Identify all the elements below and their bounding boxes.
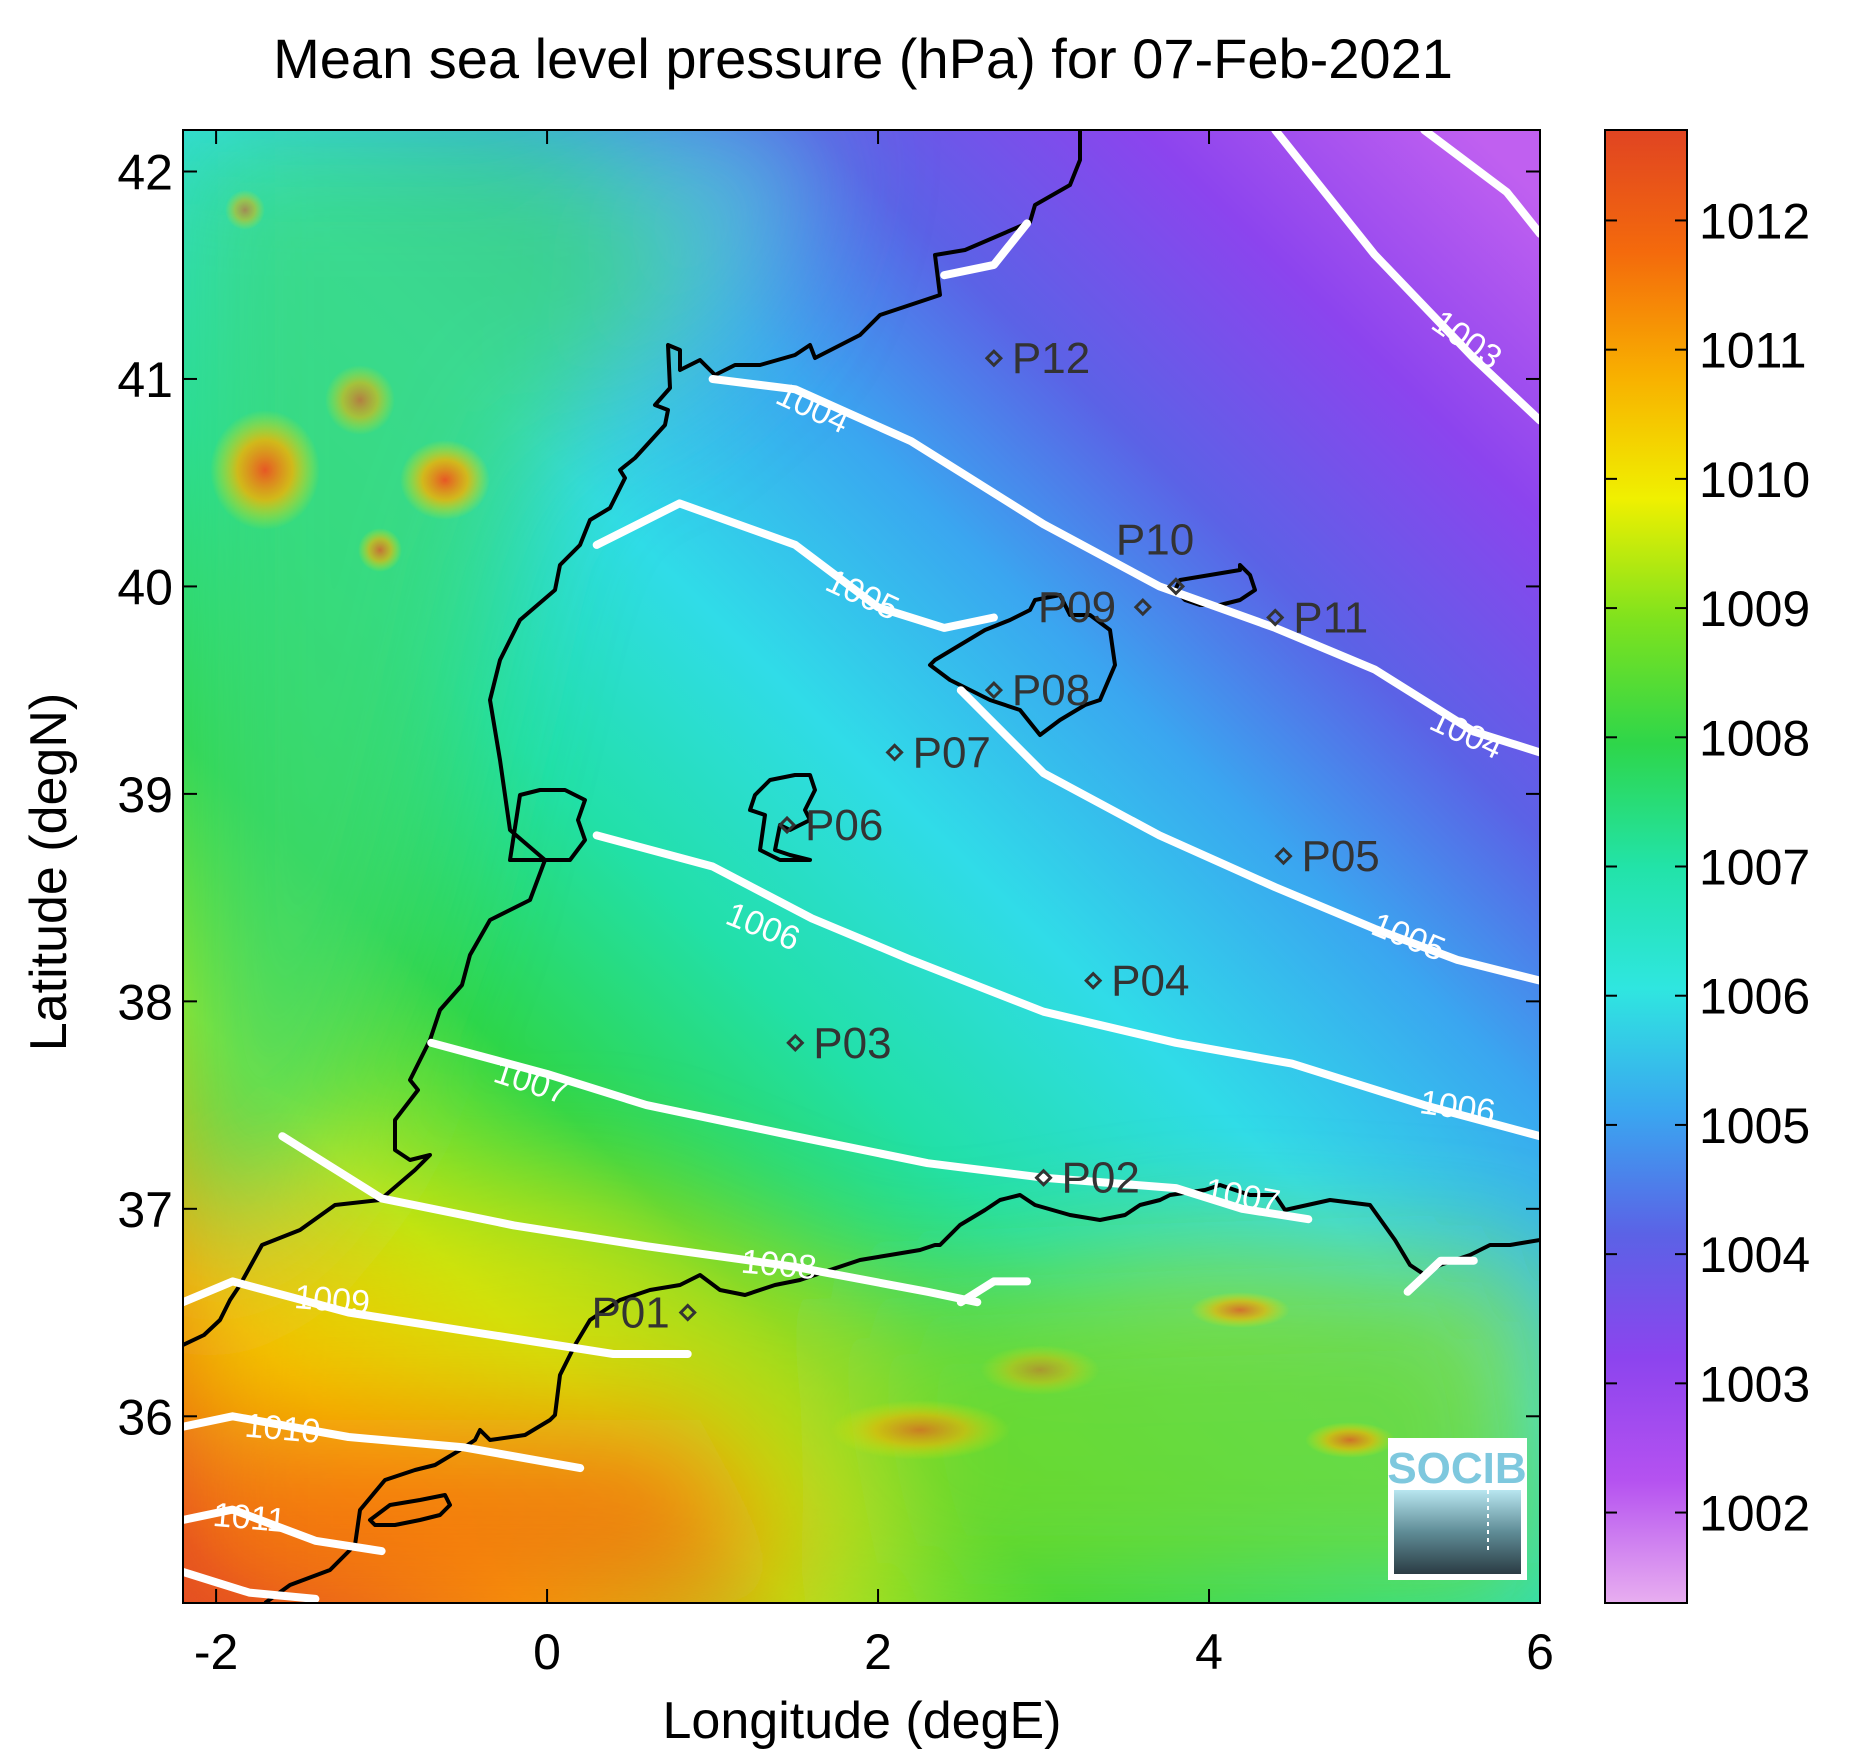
station-label: P02 (1062, 1154, 1140, 1203)
y-tick-label: 37 (117, 1182, 173, 1238)
colorbar-tick-label: 1012 (1699, 193, 1810, 249)
isobar-label: 1010 (243, 1407, 322, 1451)
plot-area: 1003100410041005100510061006100710071008… (183, 130, 1540, 1603)
chart-title: Mean sea level pressure (hPa) for 07-Feb… (273, 27, 1453, 90)
isobar-1011-line (183, 1505, 386, 1556)
y-tick-label: 42 (117, 144, 173, 200)
station-label: P08 (1012, 666, 1090, 715)
station-label: P10 (1116, 515, 1194, 564)
isobar-1008-line (1403, 1256, 1478, 1296)
colorbar-tick-label: 1004 (1699, 1227, 1810, 1283)
colorbar-ticks: 1002 1003 1004 1005 1006 1007 1008 1009 1010 1011… (1605, 193, 1810, 1542)
station-marker (1084, 971, 1103, 990)
isobar-1003-line (1271, 130, 1540, 425)
station-marker (1034, 1168, 1053, 1187)
ibiza-coastline (748, 773, 817, 862)
colorbar-tick-label: 1009 (1699, 581, 1810, 637)
x-tick-label: 0 (533, 1624, 561, 1680)
isobar-1012-line (183, 1567, 320, 1603)
station-label: P09 (1038, 583, 1116, 632)
isobar-1004-line (708, 375, 1540, 757)
x-axis: -2 0 2 4 6 (194, 130, 1554, 1680)
station-label: P11 (1293, 594, 1368, 643)
station-label: P04 (1111, 957, 1189, 1006)
alboran-island-coastline (368, 1493, 452, 1527)
station-marker (777, 815, 797, 835)
station-marker (885, 743, 904, 762)
terrain-hotspots (210, 190, 1395, 1460)
colorbar: 1002 1003 1004 1005 1006 1007 1008 1009 1010 1011… (1604, 129, 1810, 1604)
x-tick-label: -2 (194, 1624, 238, 1680)
station-label: P06 (805, 801, 883, 850)
isobar-label: 1011 (211, 1496, 287, 1540)
north-africa-coastline (263, 1183, 1540, 1603)
x-tick-label: 4 (1195, 1624, 1223, 1680)
station-marker (984, 681, 1004, 700)
colorbar-tick-label: 1006 (1699, 969, 1810, 1025)
x-tick-label: 6 (1526, 1624, 1554, 1680)
station-marker (1166, 577, 1186, 596)
isobar-1008-line (956, 1277, 1031, 1307)
station-label: P07 (913, 728, 991, 777)
isobar-1008-line (278, 1132, 982, 1307)
mallorca-coastline (928, 593, 1117, 737)
isobar-label: 1009 (293, 1278, 372, 1322)
isobar-1010-line (183, 1412, 585, 1473)
colorbar-tick-label: 1008 (1699, 710, 1810, 766)
isobar-1009-line (183, 1277, 692, 1358)
x-axis-label: Longitude (degE) (663, 1692, 1062, 1750)
socib-logo-text: SOCIB (1387, 1444, 1526, 1493)
station-marker (1133, 598, 1152, 617)
socib-logo: SOCIB (1387, 1438, 1527, 1580)
colorbar-tick-label: 1005 (1699, 1098, 1810, 1154)
isobar-1005-line (592, 499, 998, 632)
isobar-1007-line (427, 1038, 1313, 1224)
plot-frame (182, 129, 1541, 1604)
isobar-1003-line (1420, 130, 1540, 238)
station-marker (678, 1303, 697, 1322)
colorbar-tick-label: 1010 (1699, 452, 1810, 508)
station-label: P12 (1012, 334, 1090, 383)
station-marker (984, 349, 1004, 368)
isobar-1006-line (592, 831, 1540, 1141)
colorbar-scale (1604, 129, 1688, 1604)
station-label: P03 (813, 1019, 891, 1068)
y-tick-label: 39 (117, 767, 173, 823)
y-axis-label: Latitude (degN) (20, 693, 78, 1051)
x-tick-label: 2 (864, 1624, 892, 1680)
iberian-coastline (183, 130, 1082, 1347)
colorbar-tick-label: 1003 (1699, 1356, 1810, 1412)
y-axis: 36 37 38 39 40 41 42 (117, 144, 1540, 1445)
colorbar-tick-label: 1011 (1699, 323, 1807, 379)
colorbar-tick-label: 1002 (1699, 1486, 1810, 1542)
isobar-1005-line (956, 686, 1540, 985)
y-tick-label: 41 (117, 352, 173, 408)
station-marker (786, 1033, 805, 1052)
y-tick-label: 40 (117, 559, 173, 615)
colorbar-tick-label: 1007 (1699, 840, 1810, 896)
station-label: P01 (591, 1289, 669, 1338)
isobar-1004-line (940, 219, 1031, 280)
pressure-field-shading (183, 130, 1540, 1603)
station-marker (1274, 847, 1293, 866)
y-tick-label: 38 (117, 974, 173, 1030)
station-label: P05 (1301, 832, 1379, 881)
station-marker (1266, 608, 1285, 627)
isobar-label: 1008 (740, 1243, 819, 1287)
y-tick-label: 36 (117, 1389, 173, 1445)
